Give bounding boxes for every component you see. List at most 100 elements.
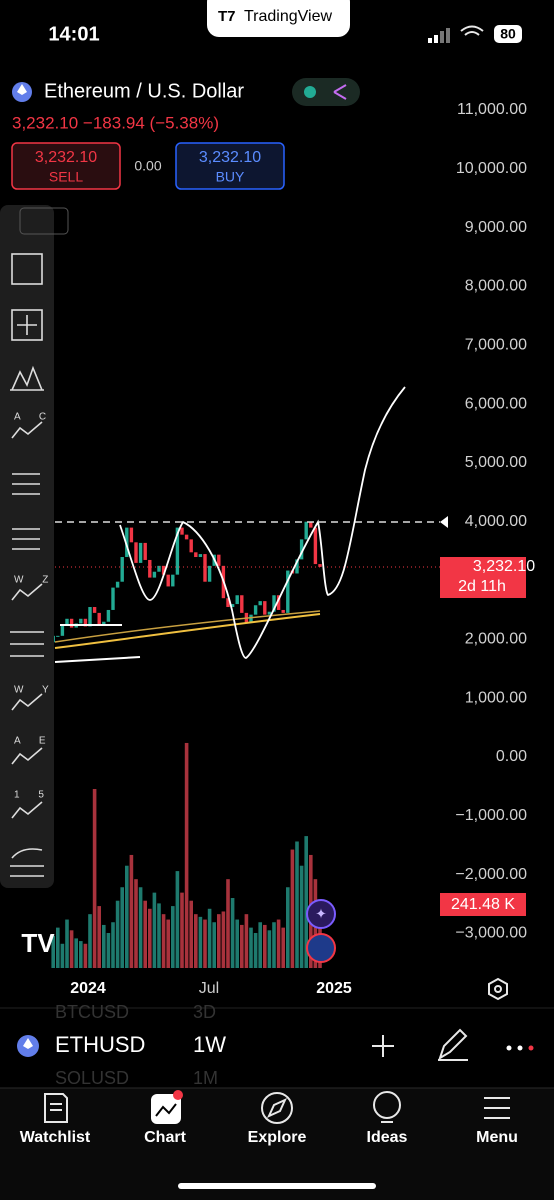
candle [120, 557, 124, 582]
candle [60, 624, 65, 636]
volume-bar [115, 900, 120, 968]
volume-bar [263, 924, 267, 968]
battery-level: 80 [500, 26, 516, 42]
candle [129, 527, 134, 543]
sell-label: SELL [49, 169, 83, 185]
candle [198, 554, 203, 558]
candle [161, 565, 166, 575]
volume-bar [212, 922, 216, 968]
candle [69, 618, 74, 628]
candle [203, 554, 207, 582]
tool-measure[interactable] [11, 309, 43, 341]
volume-bar [272, 922, 276, 968]
settings-icon[interactable] [488, 977, 508, 1001]
candle [138, 542, 143, 563]
candle [194, 552, 198, 558]
sell-price: 3,232.10 [35, 149, 97, 166]
volume-tag [440, 893, 526, 916]
buy-button[interactable] [175, 142, 285, 190]
volume-tag-value: 241.48 K [451, 896, 515, 913]
tab-label[interactable]: Watchlist [20, 1129, 91, 1146]
volume-bar [304, 836, 308, 968]
explore-icon [261, 1092, 293, 1124]
trend-line [54, 656, 141, 663]
candle [299, 539, 304, 560]
volume-bar [51, 935, 55, 968]
candle [309, 521, 313, 528]
candle [180, 527, 184, 535]
volume-bar [152, 892, 157, 968]
volume-bar [290, 849, 295, 968]
tab-label[interactable]: Chart [144, 1129, 186, 1146]
symbol-title: Ethereum / U.S. Dollar [44, 80, 244, 102]
volume-bar [203, 919, 207, 968]
candle [166, 574, 170, 587]
candle [253, 605, 258, 615]
candle [263, 601, 267, 615]
volume-bar [249, 927, 253, 968]
tool-pattern[interactable] [10, 365, 44, 391]
volume-bar [184, 742, 189, 968]
behind-interval: 1M [193, 1068, 218, 1088]
candle [92, 607, 97, 613]
tool-label: W Y [14, 685, 57, 696]
candle [295, 559, 299, 574]
volume-bar [267, 930, 272, 968]
volume-bar [281, 927, 285, 968]
tab-label[interactable]: Ideas [367, 1129, 408, 1146]
volume-bar [217, 914, 221, 968]
events-flag[interactable] [306, 933, 336, 963]
volume-bar [79, 941, 83, 968]
candle [171, 574, 175, 587]
volume-bar [88, 914, 92, 968]
interval[interactable]: 1W [193, 1032, 226, 1057]
y-tick-label: 2,000.00 [465, 631, 527, 648]
more-button[interactable] [506, 1045, 534, 1051]
sell-button[interactable] [11, 142, 121, 190]
candle [88, 607, 92, 627]
candle [272, 595, 276, 612]
y-tick-label: 10,000.00 [456, 160, 527, 177]
quote: 3,232.10 −183.94 (−5.38%) [12, 113, 219, 132]
price-tag-countdown: 2d 11h [458, 578, 506, 595]
battery [494, 25, 522, 43]
tab-label[interactable]: Menu [476, 1129, 518, 1146]
volume-bar [171, 906, 175, 968]
candle [258, 601, 262, 606]
candle [240, 595, 244, 613]
candle [267, 611, 272, 615]
volume-bar [74, 938, 78, 968]
tool-rect[interactable] [11, 253, 43, 285]
volume-bar [92, 788, 97, 968]
volume-bar [286, 887, 290, 968]
candle [157, 565, 161, 572]
x-label: Jul [199, 980, 219, 997]
volume-bar [235, 919, 239, 968]
volume-bar [258, 922, 262, 968]
buy-label: BUY [216, 169, 245, 185]
tab-label[interactable]: Explore [248, 1129, 307, 1146]
ai-button[interactable] [306, 899, 336, 929]
y-tick-label: −2,000.00 [455, 866, 527, 883]
wifi [460, 25, 484, 36]
y-tick-label: 7,000.00 [465, 336, 527, 353]
signal [428, 28, 450, 43]
candle [148, 559, 152, 578]
ai-icon: ✦ [315, 906, 327, 922]
y-tick-label: 4,000.00 [465, 513, 527, 530]
status-pill[interactable] [292, 78, 360, 106]
add-button[interactable] [372, 1035, 394, 1057]
price-tag [440, 557, 526, 598]
volume-bar [230, 898, 235, 968]
tool-label: A C [14, 412, 54, 423]
volume-bar [111, 922, 115, 968]
candle [304, 521, 308, 540]
clock: 14:01 [48, 23, 99, 45]
moving-average-2 [54, 610, 321, 643]
symbol[interactable]: ETHUSD [55, 1032, 145, 1057]
volume-bar [143, 900, 147, 968]
tool-glyphs [10, 421, 44, 877]
draw-button[interactable] [438, 1028, 468, 1061]
volume-bar [83, 943, 88, 968]
